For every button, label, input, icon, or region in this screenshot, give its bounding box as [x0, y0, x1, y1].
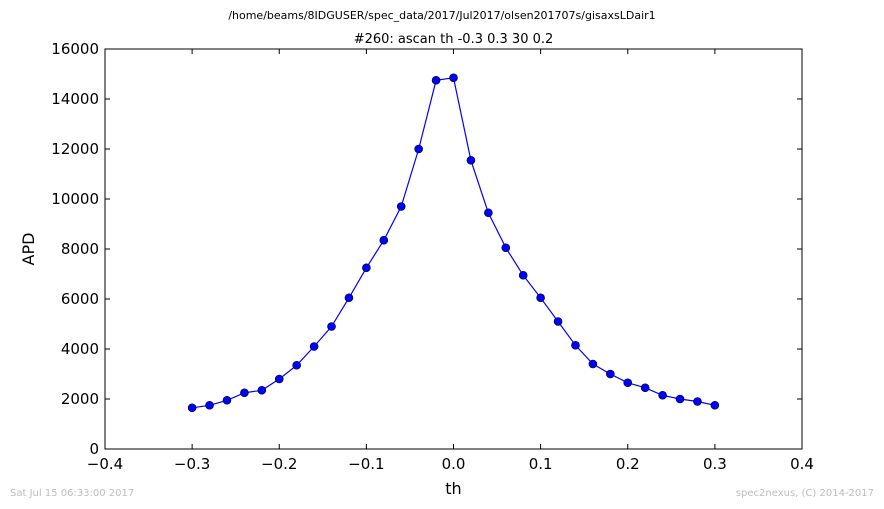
- data-point: [484, 208, 493, 218]
- y-tick-label: 14000: [51, 90, 99, 108]
- data-point: [431, 75, 441, 85]
- data-point: [257, 385, 267, 395]
- data-point: [658, 390, 667, 400]
- data-point: [623, 378, 633, 388]
- data-point: [536, 293, 545, 303]
- data-point: [675, 394, 685, 404]
- plot-frame: [104, 48, 803, 450]
- figure-suptitle: /home/beams/8IDGUSER/spec_data/2017/Jul2…: [228, 9, 656, 22]
- data-point: [222, 395, 232, 405]
- data-point: [362, 263, 371, 273]
- x-tick-label: −0.2: [261, 455, 297, 473]
- data-point: [309, 342, 319, 351]
- series-line: [192, 77, 716, 409]
- x-tick-label: −0.1: [348, 455, 384, 473]
- data-point: [710, 400, 720, 410]
- x-tick-label: 0.4: [790, 455, 814, 473]
- data-point: [396, 202, 406, 211]
- chart-title: #260: ascan th -0.3 0.3 30 0.2: [354, 32, 554, 47]
- y-tick-label: 4000: [61, 340, 99, 358]
- x-axis-ticks: −0.4 −0.3 −0.2 −0.1 0.0 0.1 0.2 0.3 0.4: [87, 49, 814, 473]
- data-point: [466, 155, 476, 165]
- y-axis-label: APD: [19, 233, 38, 266]
- x-tick-label: −0.4: [87, 455, 123, 473]
- footer-credit: spec2nexus, (C) 2014-2017: [735, 488, 874, 499]
- data-point: [274, 374, 284, 384]
- data-point: [205, 400, 214, 410]
- y-tick-label: 8000: [61, 240, 99, 258]
- data-point: [292, 360, 301, 370]
- x-axis-label: th: [445, 479, 461, 498]
- x-tick-label: 0.3: [703, 455, 727, 473]
- data-point: [606, 369, 615, 379]
- y-tick-label: 6000: [61, 290, 99, 308]
- x-tick-label: 0.0: [442, 455, 466, 473]
- data-point: [518, 270, 528, 280]
- y-tick-label: 16000: [51, 40, 99, 58]
- y-axis-ticks: 0 2000 4000 6000 8000 10000 12000 14000 16000: [51, 40, 802, 458]
- x-tick-label: −0.3: [174, 455, 210, 473]
- data-point: [449, 73, 458, 83]
- footer-timestamp: Sat Jul 15 06:33:00 2017: [10, 488, 135, 499]
- data-point: [553, 317, 563, 326]
- data-point: [240, 388, 249, 398]
- data-point: [501, 243, 511, 253]
- y-tick-label: 2000: [61, 390, 99, 408]
- data-point: [187, 403, 197, 413]
- y-tick-label: 0: [89, 440, 99, 458]
- y-tick-label: 12000: [51, 140, 99, 158]
- data-point: [414, 144, 423, 154]
- y-tick-label: 10000: [51, 190, 99, 208]
- series-markers: [187, 73, 720, 413]
- data-point: [327, 322, 336, 331]
- x-tick-label: 0.2: [616, 455, 640, 473]
- data-point: [344, 293, 354, 303]
- data-point: [379, 235, 389, 245]
- data-point: [640, 383, 650, 393]
- x-tick-label: 0.1: [529, 455, 553, 473]
- data-point: [693, 397, 702, 406]
- data-point: [571, 340, 580, 350]
- data-point: [588, 359, 598, 369]
